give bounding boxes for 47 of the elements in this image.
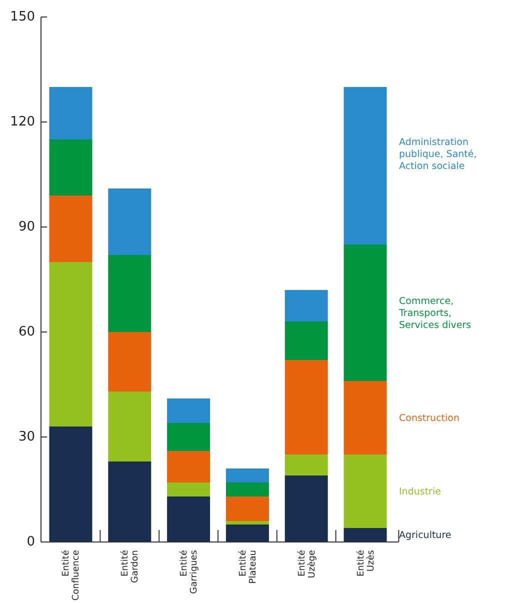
bar xyxy=(226,468,269,482)
x-tick-label: Entité Garrigues xyxy=(178,550,200,594)
bar xyxy=(284,290,328,322)
x-tick-label: Entité Gardon xyxy=(120,550,141,583)
y-tick-label: 150 xyxy=(10,10,35,25)
bar xyxy=(49,196,92,262)
x-tick-label: Entité Plateau xyxy=(237,550,258,584)
bar xyxy=(284,360,328,454)
y-tick-label: 60 xyxy=(18,324,35,340)
bar xyxy=(167,451,210,482)
bar xyxy=(49,426,92,542)
bar xyxy=(49,87,92,140)
bar xyxy=(167,482,210,496)
bar xyxy=(108,462,152,542)
bar xyxy=(49,262,92,426)
series-label: Construction xyxy=(399,412,460,424)
bar xyxy=(284,454,328,476)
bar xyxy=(344,454,387,528)
bar xyxy=(284,476,328,542)
bar xyxy=(284,322,328,360)
x-tick-label: Entité Uzège xyxy=(296,550,318,578)
bar xyxy=(344,87,387,244)
bar xyxy=(167,496,210,542)
series-label: Commerce, Transports, Services divers xyxy=(398,295,472,330)
bar xyxy=(344,381,387,454)
y-tick-label: 90 xyxy=(18,220,35,235)
bar xyxy=(226,524,269,542)
bar xyxy=(108,188,152,255)
y-tick-label: 30 xyxy=(18,430,35,445)
series-label: Administration publique, Santé, Action sociale xyxy=(399,136,477,172)
bar xyxy=(167,398,210,423)
bar xyxy=(108,332,152,392)
bar xyxy=(344,244,387,381)
bar xyxy=(226,482,269,496)
bar xyxy=(49,140,92,196)
bar xyxy=(167,423,210,451)
bar xyxy=(108,392,152,462)
x-tick-label: Entité Confluence xyxy=(60,550,82,601)
y-tick-label: 120 xyxy=(10,114,35,130)
bar xyxy=(344,528,387,542)
series-label: Industrie xyxy=(399,486,442,497)
series-label: Agriculture xyxy=(399,530,452,541)
x-tick-label: Entité Uzès xyxy=(355,550,376,576)
bar xyxy=(226,521,269,524)
y-tick-label: 0 xyxy=(26,534,35,550)
bar xyxy=(108,255,152,332)
bar xyxy=(226,496,269,521)
